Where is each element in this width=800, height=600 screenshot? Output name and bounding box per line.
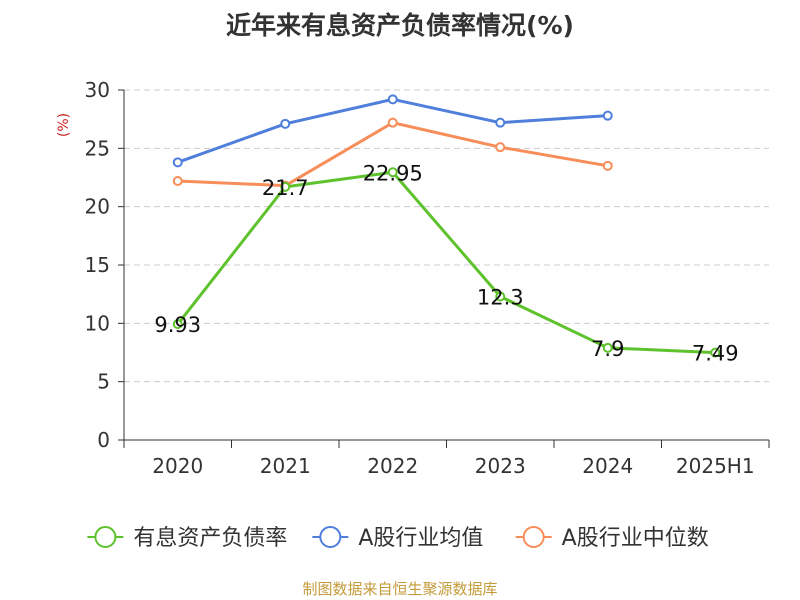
data-point bbox=[602, 160, 613, 171]
data-point bbox=[387, 167, 398, 178]
legend-item: A股行业中位数 bbox=[515, 526, 709, 551]
y-tick-label: 0 bbox=[97, 428, 110, 452]
legend-item: 有息资产负债率 bbox=[87, 526, 287, 551]
data-label: 21.7 bbox=[262, 176, 309, 200]
data-labels: 9.93 21.7 22.95 12.3 7.9 7.49 bbox=[154, 161, 738, 365]
legend-label: 有息资产负债率 bbox=[133, 526, 287, 551]
data-point bbox=[495, 142, 506, 153]
series-1 bbox=[172, 94, 613, 168]
y-tick-label: 25 bbox=[85, 136, 110, 160]
legend-label: A股行业均值 bbox=[358, 526, 483, 551]
y-tick-label: 20 bbox=[85, 195, 110, 219]
legend: 有息资产负债率 A股行业均值 A股行业中位数 bbox=[87, 526, 709, 551]
y-tick-label: 15 bbox=[85, 253, 110, 277]
series-0 bbox=[172, 167, 721, 358]
data-point bbox=[602, 342, 613, 353]
y-tick-label: 10 bbox=[85, 311, 110, 335]
data-point bbox=[172, 157, 183, 168]
x-tick-label: 2020 bbox=[152, 454, 203, 478]
data-point bbox=[387, 117, 398, 128]
chart-title: 近年来有息资产负债率情况(%) bbox=[226, 11, 574, 40]
legend-label: A股行业中位数 bbox=[562, 526, 709, 551]
grid-lines bbox=[124, 89, 769, 383]
x-tick-label: 2022 bbox=[367, 454, 418, 478]
y-tick-label: 30 bbox=[85, 78, 110, 102]
data-label: 22.95 bbox=[363, 161, 423, 185]
series-line bbox=[176, 170, 716, 355]
data-point bbox=[172, 319, 183, 330]
x-tick-label: 2024 bbox=[582, 454, 633, 478]
data-point bbox=[602, 110, 613, 121]
data-point bbox=[280, 118, 291, 129]
x-tick-label: 2023 bbox=[475, 454, 526, 478]
y-axis-label: (%) bbox=[56, 113, 72, 137]
legend-marker-icon bbox=[94, 526, 117, 548]
y-tick-label: 5 bbox=[97, 370, 110, 394]
data-point bbox=[495, 291, 506, 302]
series bbox=[172, 94, 721, 358]
data-label: 9.93 bbox=[154, 313, 201, 337]
legend-marker-icon bbox=[522, 526, 545, 548]
data-label: 7.49 bbox=[692, 342, 739, 366]
data-point bbox=[387, 94, 398, 105]
data-point bbox=[280, 181, 291, 192]
data-label: 12.3 bbox=[477, 286, 524, 310]
data-point bbox=[495, 117, 506, 128]
series-line bbox=[177, 97, 608, 164]
axes: 0 5 10 15 20 25 30 2020 2021 2022 2023 2024 2025H1 bbox=[85, 78, 770, 478]
x-tick-label: 2025H1 bbox=[676, 454, 755, 478]
x-tick-label: 2021 bbox=[260, 454, 311, 478]
legend-marker-icon bbox=[319, 526, 342, 548]
legend-item: A股行业均值 bbox=[312, 526, 483, 551]
footer-source: 制图数据来自恒生聚源数据库 bbox=[302, 580, 498, 598]
data-point bbox=[172, 176, 183, 186]
data-label: 7.9 bbox=[591, 337, 624, 361]
data-point bbox=[710, 347, 721, 358]
